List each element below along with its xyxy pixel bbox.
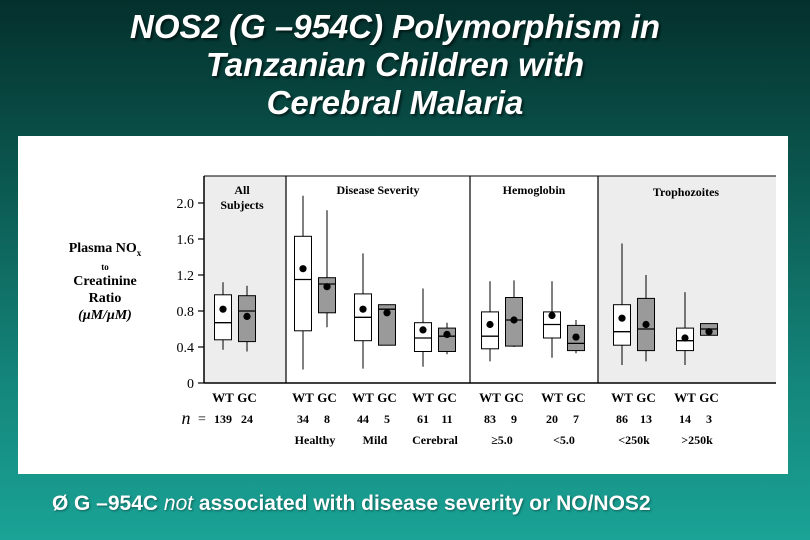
y-tick-label: 2.0	[177, 197, 195, 212]
genotype-label: WT	[352, 390, 374, 405]
box-plot-figure: Plasma NOx to Creatinine Ratio (μM/μM) 0…	[18, 136, 788, 474]
panel-shading-0	[204, 176, 286, 383]
genotype-label: GC	[504, 390, 524, 405]
n-value: 7	[573, 412, 579, 426]
slide-title: NOS2 (G –954C) Polymorphism in Tanzanian…	[0, 8, 790, 122]
n-value: 86	[616, 412, 628, 426]
box-gc	[438, 327, 456, 353]
box-wt	[481, 311, 499, 350]
bullet-text-pre: G –954C	[74, 492, 164, 515]
n-value: 61	[417, 412, 429, 426]
bullet-text-post: associated with disease severity or NO/N…	[193, 492, 651, 515]
y-axis-label-line-4: Ratio	[88, 290, 122, 306]
n-value: 8	[324, 412, 330, 426]
group-label: <250k	[618, 433, 650, 447]
mean-dot	[548, 311, 556, 320]
mean-dot	[486, 320, 494, 329]
mean-dot	[419, 326, 427, 334]
box-gc	[318, 277, 336, 314]
y-axis-label: Plasma NOx to Creatinine Ratio (μM/μM)	[50, 240, 160, 324]
y-tick-label: 0.8	[177, 305, 195, 320]
n-equals: =	[198, 412, 206, 427]
n-value: 9	[511, 412, 517, 426]
genotype-label: GC	[377, 390, 397, 405]
mean-dot	[299, 265, 307, 273]
mean-dot	[383, 309, 391, 317]
panel-title: All	[234, 183, 250, 197]
panel-title: Subjects	[220, 198, 264, 212]
n-value: 139	[214, 412, 232, 426]
genotype-label: GC	[699, 390, 719, 405]
y-axis-label-unit: (μM/μM)	[78, 307, 132, 323]
mean-dot	[443, 330, 451, 338]
slide-title-line-1: NOS2 (G –954C) Polymorphism in	[130, 8, 660, 45]
mean-dot	[705, 328, 713, 336]
group-label: <5.0	[553, 433, 575, 447]
genotype-label: WT	[292, 390, 314, 405]
n-value: 34	[297, 412, 309, 426]
genotype-label: GC	[317, 390, 337, 405]
mean-dot	[618, 314, 626, 322]
genotype-label: GC	[566, 390, 586, 405]
box-wt	[414, 322, 432, 352]
n-value: 13	[640, 412, 652, 426]
box-gc	[378, 304, 396, 346]
n-value: 44	[357, 412, 369, 426]
n-label: n	[182, 408, 191, 428]
genotype-label: WT	[479, 390, 501, 405]
genotype-label: WT	[611, 390, 633, 405]
panel-title: Hemoglobin	[503, 183, 566, 197]
genotype-label: GC	[437, 390, 457, 405]
y-tick-label: 0	[187, 377, 194, 392]
genotype-label: WT	[412, 390, 434, 405]
y-tick-label: 1.6	[177, 233, 195, 248]
mean-dot	[219, 305, 227, 313]
box-wt	[613, 304, 631, 346]
n-value: 20	[546, 412, 558, 426]
bullet-text-emphasis: not	[163, 492, 194, 515]
group-label: Healthy	[295, 433, 336, 447]
panel-title: Disease Severity	[337, 183, 420, 197]
panel-shading-3	[598, 176, 776, 383]
n-value: 3	[706, 412, 712, 426]
group-label: >250k	[681, 433, 713, 447]
y-axis-label-subscript: x	[136, 247, 142, 258]
box-wt	[214, 294, 232, 341]
genotype-label: GC	[636, 390, 656, 405]
mean-dot	[572, 333, 580, 341]
y-axis-label-line-2: to	[101, 261, 109, 272]
genotype-label: WT	[674, 390, 696, 405]
n-value: 11	[441, 412, 452, 426]
genotype-label: WT	[212, 390, 234, 405]
group-label: Mild	[363, 433, 388, 447]
n-value: 5	[384, 412, 390, 426]
panel-title: Trophozoites	[653, 185, 720, 199]
slide-title-line-3: Cerebral Malaria	[266, 84, 524, 121]
y-axis-label-line-1: Plasma NOx	[68, 241, 142, 258]
mean-dot	[642, 320, 650, 329]
slide-title-line-2: Tanzanian Children with	[205, 46, 585, 83]
mean-dot	[681, 334, 689, 342]
mean-dot	[510, 316, 518, 324]
n-value: 14	[679, 412, 691, 426]
group-label: Cerebral	[412, 433, 458, 447]
bullet-arrow-icon: Ø	[52, 492, 69, 515]
genotype-label: GC	[237, 390, 257, 405]
y-axis-label-line-3: Creatinine	[73, 273, 137, 289]
group-label: ≥5.0	[491, 433, 513, 447]
mean-dot	[243, 312, 251, 320]
mean-dot	[359, 305, 367, 313]
n-value: 83	[484, 412, 496, 426]
mean-dot	[323, 283, 331, 291]
n-value: 24	[241, 412, 253, 426]
genotype-label: WT	[541, 390, 563, 405]
y-tick-label: 1.2	[177, 269, 195, 284]
y-tick-label: 0.4	[177, 341, 195, 356]
box-wt	[294, 235, 312, 332]
